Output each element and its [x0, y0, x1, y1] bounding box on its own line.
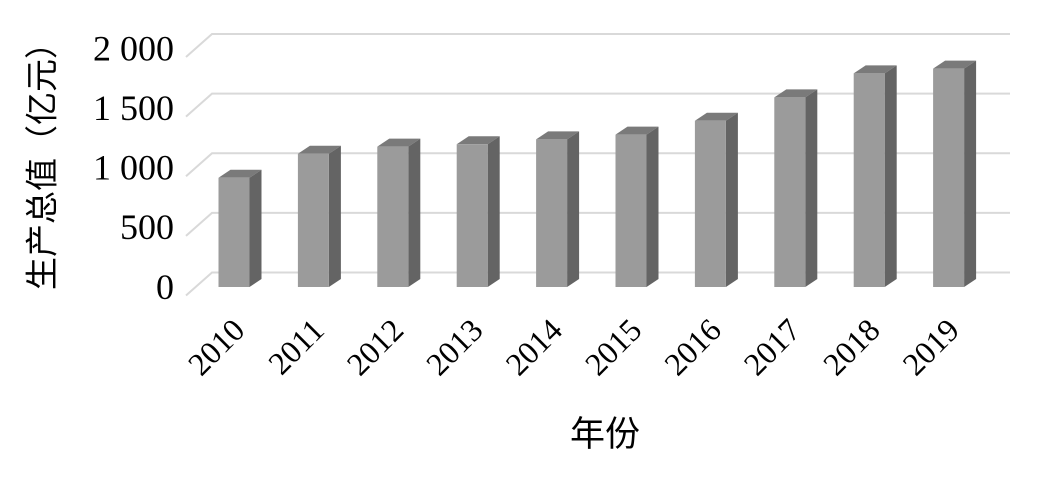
bar-side-face	[487, 136, 500, 287]
bar-top-face	[853, 65, 897, 74]
bar-side-face	[567, 131, 580, 287]
gridline	[185, 92, 1010, 118]
bar-2011	[297, 145, 341, 287]
bar-top-face	[694, 112, 738, 121]
bar-side-face	[408, 138, 421, 287]
bar-side-face	[964, 60, 977, 287]
bar-2013	[456, 136, 500, 287]
gridline	[185, 271, 1010, 297]
x-tick-label: 2010	[181, 311, 252, 382]
bar-front-face	[456, 144, 488, 287]
bar-side-face	[725, 112, 738, 287]
y-tick-label: 1 500	[93, 88, 174, 128]
bar-front-face	[694, 120, 726, 287]
y-tick-label: 1 000	[93, 148, 174, 188]
gridline	[185, 152, 1010, 177]
bar-2012	[377, 138, 421, 287]
bar-top-face	[297, 145, 341, 154]
y-tick-label: 2 000	[93, 28, 174, 68]
bar-front-face	[774, 97, 806, 288]
x-axis-title: 年份	[570, 415, 640, 454]
x-tick-label: 2019	[895, 311, 966, 382]
bar-side-face	[646, 126, 659, 287]
bar-front-face	[218, 177, 250, 287]
bar-side-face	[328, 145, 341, 287]
y-tick-label: 500	[120, 207, 174, 247]
x-tick-label: 2013	[419, 311, 490, 382]
bar-2015	[615, 126, 659, 287]
x-tick-label: 2015	[578, 311, 649, 382]
bar-side-face	[884, 65, 897, 288]
gridline	[185, 211, 1010, 237]
bar-top-face	[377, 138, 421, 147]
y-tick-label: 0	[156, 267, 174, 307]
x-tick-label: 2011	[261, 311, 331, 381]
x-tick-label: 2017	[737, 311, 808, 382]
x-tick-label: 2018	[816, 311, 887, 382]
x-tick-label: 2014	[498, 311, 569, 382]
bar-2016	[694, 112, 738, 287]
bar-2014	[536, 131, 580, 287]
bar-2017	[774, 89, 818, 288]
bar-2019	[933, 60, 977, 287]
bar-front-face	[377, 146, 409, 287]
bar-top-face	[615, 126, 659, 135]
bar-front-face	[615, 134, 647, 287]
bar-2018	[853, 65, 897, 288]
bar-2010	[218, 169, 262, 287]
bar-side-face	[249, 169, 262, 287]
bar-front-face	[536, 139, 568, 287]
bar-top-face	[218, 169, 262, 178]
y-axis-title: 生产总值（亿元）	[25, 26, 62, 290]
bar-front-face	[933, 68, 965, 287]
bar-top-face	[536, 131, 580, 140]
bar-front-face	[297, 153, 329, 287]
gridline	[185, 33, 1010, 58]
bar-top-face	[933, 60, 977, 69]
bar-front-face	[853, 73, 885, 288]
bar-top-face	[456, 136, 500, 145]
bar-top-face	[774, 89, 818, 98]
bar-side-face	[805, 89, 818, 288]
x-tick-label: 2012	[340, 311, 411, 382]
x-tick-label: 2016	[657, 311, 728, 382]
